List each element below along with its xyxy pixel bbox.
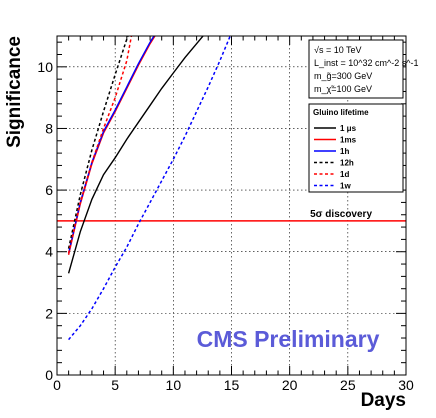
legend-entry-label: 1h: [340, 147, 349, 156]
legend-entry-label: 1w: [340, 182, 351, 191]
y-axis-label: Significance: [4, 36, 25, 148]
plot-frame: [56, 35, 407, 376]
x-tick-label: 20: [282, 377, 298, 393]
y-tick-label: 4: [45, 244, 53, 260]
legend-entry-label: 1 μs: [340, 124, 357, 133]
y-tick-label: 2: [45, 305, 53, 321]
x-tick-label: 15: [224, 377, 240, 393]
x-tick-label: 0: [53, 377, 61, 393]
y-tick-label: 8: [45, 120, 53, 136]
x-tick-label: 30: [398, 377, 414, 393]
legend: Gluino lifetime 1 μs 1ms 1h 12h 1d 1w: [308, 103, 404, 193]
series-group: [67, 36, 232, 341]
x-tick-label: 25: [340, 377, 356, 393]
series-line: [68, 36, 232, 341]
axis-ticks: 0 5 10 15 20 25 30 0 2 4 6 8 10: [37, 36, 414, 393]
legend-entry-label: 1ms: [340, 136, 357, 145]
x-tick-label: 5: [111, 377, 119, 393]
legend-title: Gluino lifetime: [313, 108, 369, 117]
watermark-group: CMS Preliminary: [197, 326, 380, 352]
y-tick-label: 0: [45, 367, 53, 383]
discovery-threshold-label: 5σ discovery: [310, 209, 372, 220]
info-neutralino-mass: m_χ̃=100 GeV: [314, 84, 372, 94]
x-tick-label: 10: [166, 377, 182, 393]
threshold-group: 5σ discovery: [57, 209, 406, 222]
info-gluino-mass: m_g̃=300 GeV: [314, 71, 372, 81]
legend-entry-label: 12h: [340, 159, 354, 168]
x-axis-label: Days: [361, 390, 406, 411]
info-box: √s = 10 TeV L_inst = 10^32 cm^-2 s^-1 m_g̃…: [308, 39, 418, 99]
legend-frame: [308, 103, 404, 193]
legend-entry-label: 1d: [340, 170, 349, 179]
series-line: [67, 36, 204, 274]
y-tick-label: 6: [45, 182, 53, 198]
series-line: [67, 36, 133, 254]
cms-preliminary-watermark: CMS Preliminary: [197, 326, 380, 352]
info-luminosity: L_inst = 10^32 cm^-2 s^-1: [314, 58, 418, 68]
info-box-frame: [308, 39, 404, 99]
series-line: [67, 36, 129, 249]
y-tick-label: 10: [37, 59, 53, 75]
info-energy: √s = 10 TeV: [314, 45, 362, 55]
